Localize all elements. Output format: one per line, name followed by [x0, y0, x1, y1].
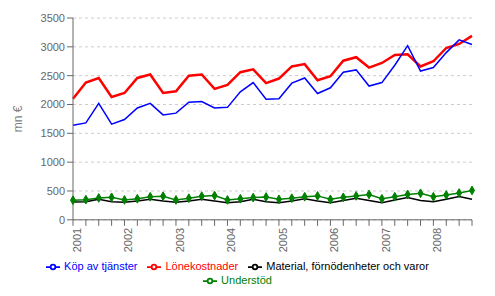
svg-text:2008: 2008 — [431, 228, 443, 252]
svg-text:2006: 2006 — [328, 228, 340, 252]
svg-text:2002: 2002 — [122, 228, 134, 252]
html-text:Material, förnödenheter och va: Material, förnödenheter och varor — [266, 259, 429, 272]
svg-text:2001: 2001 — [71, 228, 83, 252]
svg-text:mn €: mn € — [11, 105, 25, 132]
html-text:Köp av tjänster: Köp av tjänster — [64, 259, 138, 272]
svg-text:2007: 2007 — [380, 228, 392, 252]
svg-text:3000: 3000 — [41, 41, 65, 53]
svg-text:1500: 1500 — [41, 127, 65, 139]
svg-text:500: 500 — [47, 185, 65, 197]
svg-text:2005: 2005 — [277, 228, 289, 252]
html-text:Understöd: Understöd — [221, 273, 272, 286]
svg-text:3500: 3500 — [41, 12, 65, 24]
svg-text:1000: 1000 — [41, 156, 65, 168]
svg-text:2004: 2004 — [225, 228, 237, 252]
html-text:Lönekostnader: Lönekostnader — [165, 259, 239, 272]
svg-text:2003: 2003 — [174, 228, 186, 252]
svg-text:0: 0 — [59, 214, 65, 226]
svg-text:2500: 2500 — [41, 70, 65, 82]
svg-text:2000: 2000 — [41, 98, 65, 110]
